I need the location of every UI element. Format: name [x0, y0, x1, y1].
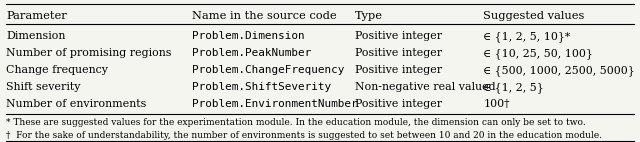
Text: Positive integer: Positive integer — [355, 65, 442, 75]
Text: Dimension: Dimension — [6, 31, 66, 41]
Text: ∈ {10, 25, 50, 100}: ∈ {10, 25, 50, 100} — [483, 48, 593, 59]
Text: Problem.PeakNumber: Problem.PeakNumber — [192, 48, 311, 58]
Text: Problem.EnvironmentNumber: Problem.EnvironmentNumber — [192, 99, 358, 109]
Text: ∈ {1, 2, 5}: ∈ {1, 2, 5} — [483, 82, 544, 93]
Text: * These are suggested values for the experimentation module. In the education mo: * These are suggested values for the exp… — [6, 118, 586, 127]
Text: Name in the source code: Name in the source code — [192, 11, 337, 21]
Text: Positive integer: Positive integer — [355, 48, 442, 58]
Text: †  For the sake of understandability, the number of environments is suggested to: † For the sake of understandability, the… — [6, 131, 602, 140]
Text: Change frequency: Change frequency — [6, 65, 108, 75]
Text: Parameter: Parameter — [6, 11, 67, 21]
Text: Number of environments: Number of environments — [6, 99, 147, 109]
Text: Problem.Dimension: Problem.Dimension — [192, 31, 305, 41]
Text: Positive integer: Positive integer — [355, 31, 442, 41]
Text: Problem.ShiftSeverity: Problem.ShiftSeverity — [192, 82, 331, 92]
Text: Number of promising regions: Number of promising regions — [6, 48, 172, 58]
Text: Positive integer: Positive integer — [355, 99, 442, 109]
Text: Suggested values: Suggested values — [483, 11, 584, 21]
Text: Type: Type — [355, 11, 383, 21]
Text: ∈ {1, 2, 5, 10}*: ∈ {1, 2, 5, 10}* — [483, 31, 570, 42]
Text: Problem.ChangeFrequency: Problem.ChangeFrequency — [192, 65, 344, 75]
Text: Non-negative real valued: Non-negative real valued — [355, 82, 496, 92]
Text: ∈ {500, 1000, 2500, 5000}: ∈ {500, 1000, 2500, 5000} — [483, 65, 635, 76]
Text: Shift severity: Shift severity — [6, 82, 81, 92]
Text: 100†: 100† — [483, 99, 510, 109]
